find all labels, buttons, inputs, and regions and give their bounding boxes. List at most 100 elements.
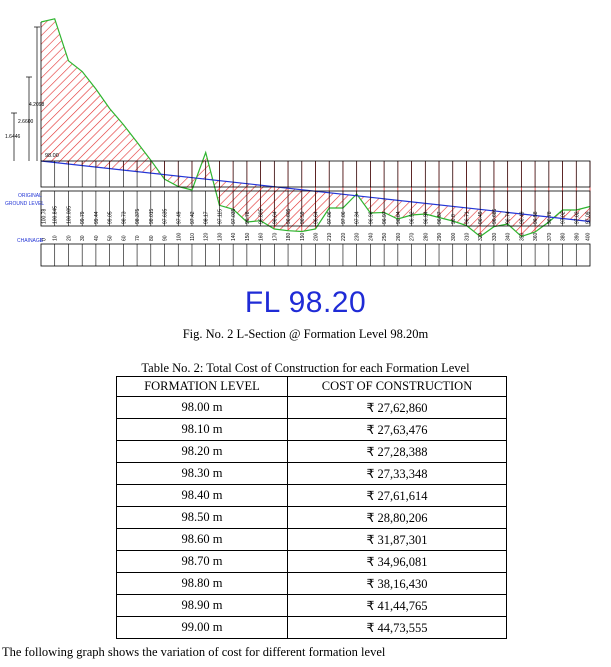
chainage-value: 230 bbox=[355, 232, 361, 241]
ground-level-value: 96.605 bbox=[286, 208, 292, 224]
cost-cell: ₹ 27,61,614 bbox=[287, 484, 507, 507]
table-caption: Table No. 2: Total Cost of Construction … bbox=[141, 361, 470, 375]
chainage-value: 200 bbox=[314, 232, 320, 241]
table-row: 98.90 m ₹ 41,44,765 bbox=[116, 594, 507, 617]
ground-level-value: 96.49 bbox=[519, 211, 525, 224]
ground-level-value: 96.49 bbox=[478, 211, 484, 224]
ground-level-value: 96.92 bbox=[410, 211, 416, 224]
table-row: 98.10 m ₹ 27,63,476 bbox=[116, 418, 507, 441]
chainage-start-marker: 0 bbox=[40, 238, 43, 244]
ground-level-value: 96.58 bbox=[533, 211, 539, 224]
ground-level-value: 96.84 bbox=[396, 211, 402, 224]
start-level-label: 98.00 bbox=[45, 153, 59, 159]
cost-cell: ₹ 41,44,765 bbox=[287, 594, 507, 617]
formation-level-cell: 98.70 m bbox=[116, 550, 288, 573]
chainage-value: 360 bbox=[533, 232, 539, 241]
ground-level-value: 96.78 bbox=[245, 211, 251, 224]
chainage-value: 350 bbox=[519, 232, 525, 241]
figure-caption: Fig. No. 2 L-Section @ Formation Level 9… bbox=[182, 327, 429, 341]
chainage-value: 330 bbox=[492, 232, 498, 241]
chainage-value: 210 bbox=[327, 232, 333, 241]
dimension-label: 4.2098 bbox=[29, 102, 45, 108]
ground-level-value: 98.73 bbox=[121, 211, 127, 224]
table-row: 98.20 m ₹ 27,28,388 bbox=[116, 440, 507, 463]
cost-cell: ₹ 27,63,476 bbox=[287, 418, 507, 441]
ground-level-value: 96.64 bbox=[314, 211, 320, 224]
ground-level-value: 96.96 bbox=[368, 211, 374, 224]
ground-level-value: 97.02 bbox=[574, 211, 580, 224]
ground-level-value: 96.64 bbox=[272, 211, 278, 224]
table-header-row: FORMATION LEVEL COST OF CONSTRUCTION bbox=[116, 376, 507, 397]
chainage-value: 0 bbox=[42, 238, 48, 241]
table-row: 98.50 m ₹ 28,80,206 bbox=[116, 506, 507, 529]
chainage-value: 270 bbox=[410, 232, 416, 241]
chainage-value: 320 bbox=[478, 232, 484, 241]
chainage-value: 400 bbox=[586, 232, 592, 241]
chainage-value: 250 bbox=[382, 232, 388, 241]
chainage-value: 290 bbox=[437, 232, 443, 241]
chainage-value: 190 bbox=[300, 232, 306, 241]
l-section-drawing: 4.2098 2.6600 1.6446 98.00 ORIGINAL GROUND LE… bbox=[5, 18, 592, 267]
chainage-value: 150 bbox=[245, 232, 251, 241]
ground-level-value: 97.09 bbox=[586, 211, 592, 224]
chainage-value: 180 bbox=[286, 232, 292, 241]
chainage-value: 160 bbox=[259, 232, 265, 241]
chainage-value: 340 bbox=[506, 232, 512, 241]
cost-cell: ₹ 34,96,081 bbox=[287, 550, 507, 573]
row-label: ORIGINAL bbox=[18, 193, 42, 199]
header-cost-of-construction: COST OF CONSTRUCTION bbox=[287, 376, 507, 397]
cost-cell: ₹ 28,80,206 bbox=[287, 506, 507, 529]
table-row: 98.60 m ₹ 31,87,301 bbox=[116, 528, 507, 551]
formation-level-title: FL 98.20 bbox=[244, 286, 367, 319]
chainage-value: 130 bbox=[217, 232, 223, 241]
chainage-value: 20 bbox=[66, 235, 72, 241]
ground-level-value: 98.375 bbox=[135, 208, 141, 224]
ground-level-value: 96.805 bbox=[259, 208, 265, 224]
chainage-value: 260 bbox=[396, 232, 402, 241]
cost-cell: ₹ 44,73,555 bbox=[287, 616, 507, 639]
chainage-value: 390 bbox=[574, 232, 580, 241]
chainage-value: 140 bbox=[231, 232, 237, 241]
chainage-value: 100 bbox=[176, 232, 182, 241]
table-row: 98.00 m ₹ 27,62,860 bbox=[116, 396, 507, 419]
chainage-value: 240 bbox=[368, 232, 374, 241]
chainage-value: 40 bbox=[94, 235, 100, 241]
chainage-value: 50 bbox=[108, 235, 114, 241]
ground-level-value: 97.34 bbox=[355, 211, 361, 224]
formation-level-cell: 98.30 m bbox=[116, 462, 288, 485]
formation-level-cell: 98.90 m bbox=[116, 594, 288, 617]
table-row: 98.80 m ₹ 38,16,430 bbox=[116, 572, 507, 595]
chainage-value: 280 bbox=[423, 232, 429, 241]
ground-level-value: 97.06 bbox=[327, 211, 333, 224]
cost-cell: ₹ 27,62,860 bbox=[287, 396, 507, 419]
formation-level-cell: 98.40 m bbox=[116, 484, 288, 507]
cost-cell: ₹ 27,33,348 bbox=[287, 462, 507, 485]
chainage-value: 110 bbox=[190, 233, 196, 241]
chainage-value: 80 bbox=[149, 235, 155, 241]
chainage-value: 380 bbox=[561, 232, 567, 241]
ground-level-value: 99.44 bbox=[94, 211, 100, 224]
formation-level-cell: 98.60 m bbox=[116, 528, 288, 551]
ground-level-value: 98.17 bbox=[204, 211, 210, 224]
chainage-value: 220 bbox=[341, 232, 347, 241]
ground-level-value: 97.06 bbox=[341, 211, 347, 224]
row-label: CHAINAGE bbox=[17, 238, 44, 244]
ground-level-value: 96.59 bbox=[300, 211, 306, 224]
dimension-label: 2.6600 bbox=[18, 119, 34, 125]
ground-level-value: 97.42 bbox=[190, 211, 196, 224]
chainage-value: 30 bbox=[80, 235, 86, 241]
chainage-value: 10 bbox=[53, 235, 59, 241]
formation-level-cell: 98.80 m bbox=[116, 572, 288, 595]
chainage-value: 120 bbox=[204, 232, 210, 241]
table-row: 99.00 m ₹ 44,73,555 bbox=[116, 616, 507, 639]
formation-level-cell: 98.00 m bbox=[116, 396, 288, 419]
formation-level-cell: 98.10 m bbox=[116, 418, 288, 441]
formation-level-cell: 98.50 m bbox=[116, 506, 288, 529]
ground-level-value: 98.015 bbox=[149, 208, 155, 224]
ground-level-value: 97.635 bbox=[163, 208, 169, 224]
ground-level-value: 96.8 bbox=[451, 214, 457, 224]
chainage-value: 170 bbox=[272, 232, 278, 241]
table-row: 98.40 m ₹ 27,61,614 bbox=[116, 484, 507, 507]
cost-cell: ₹ 31,87,301 bbox=[287, 528, 507, 551]
ground-level-value: 96.685 bbox=[492, 208, 498, 224]
